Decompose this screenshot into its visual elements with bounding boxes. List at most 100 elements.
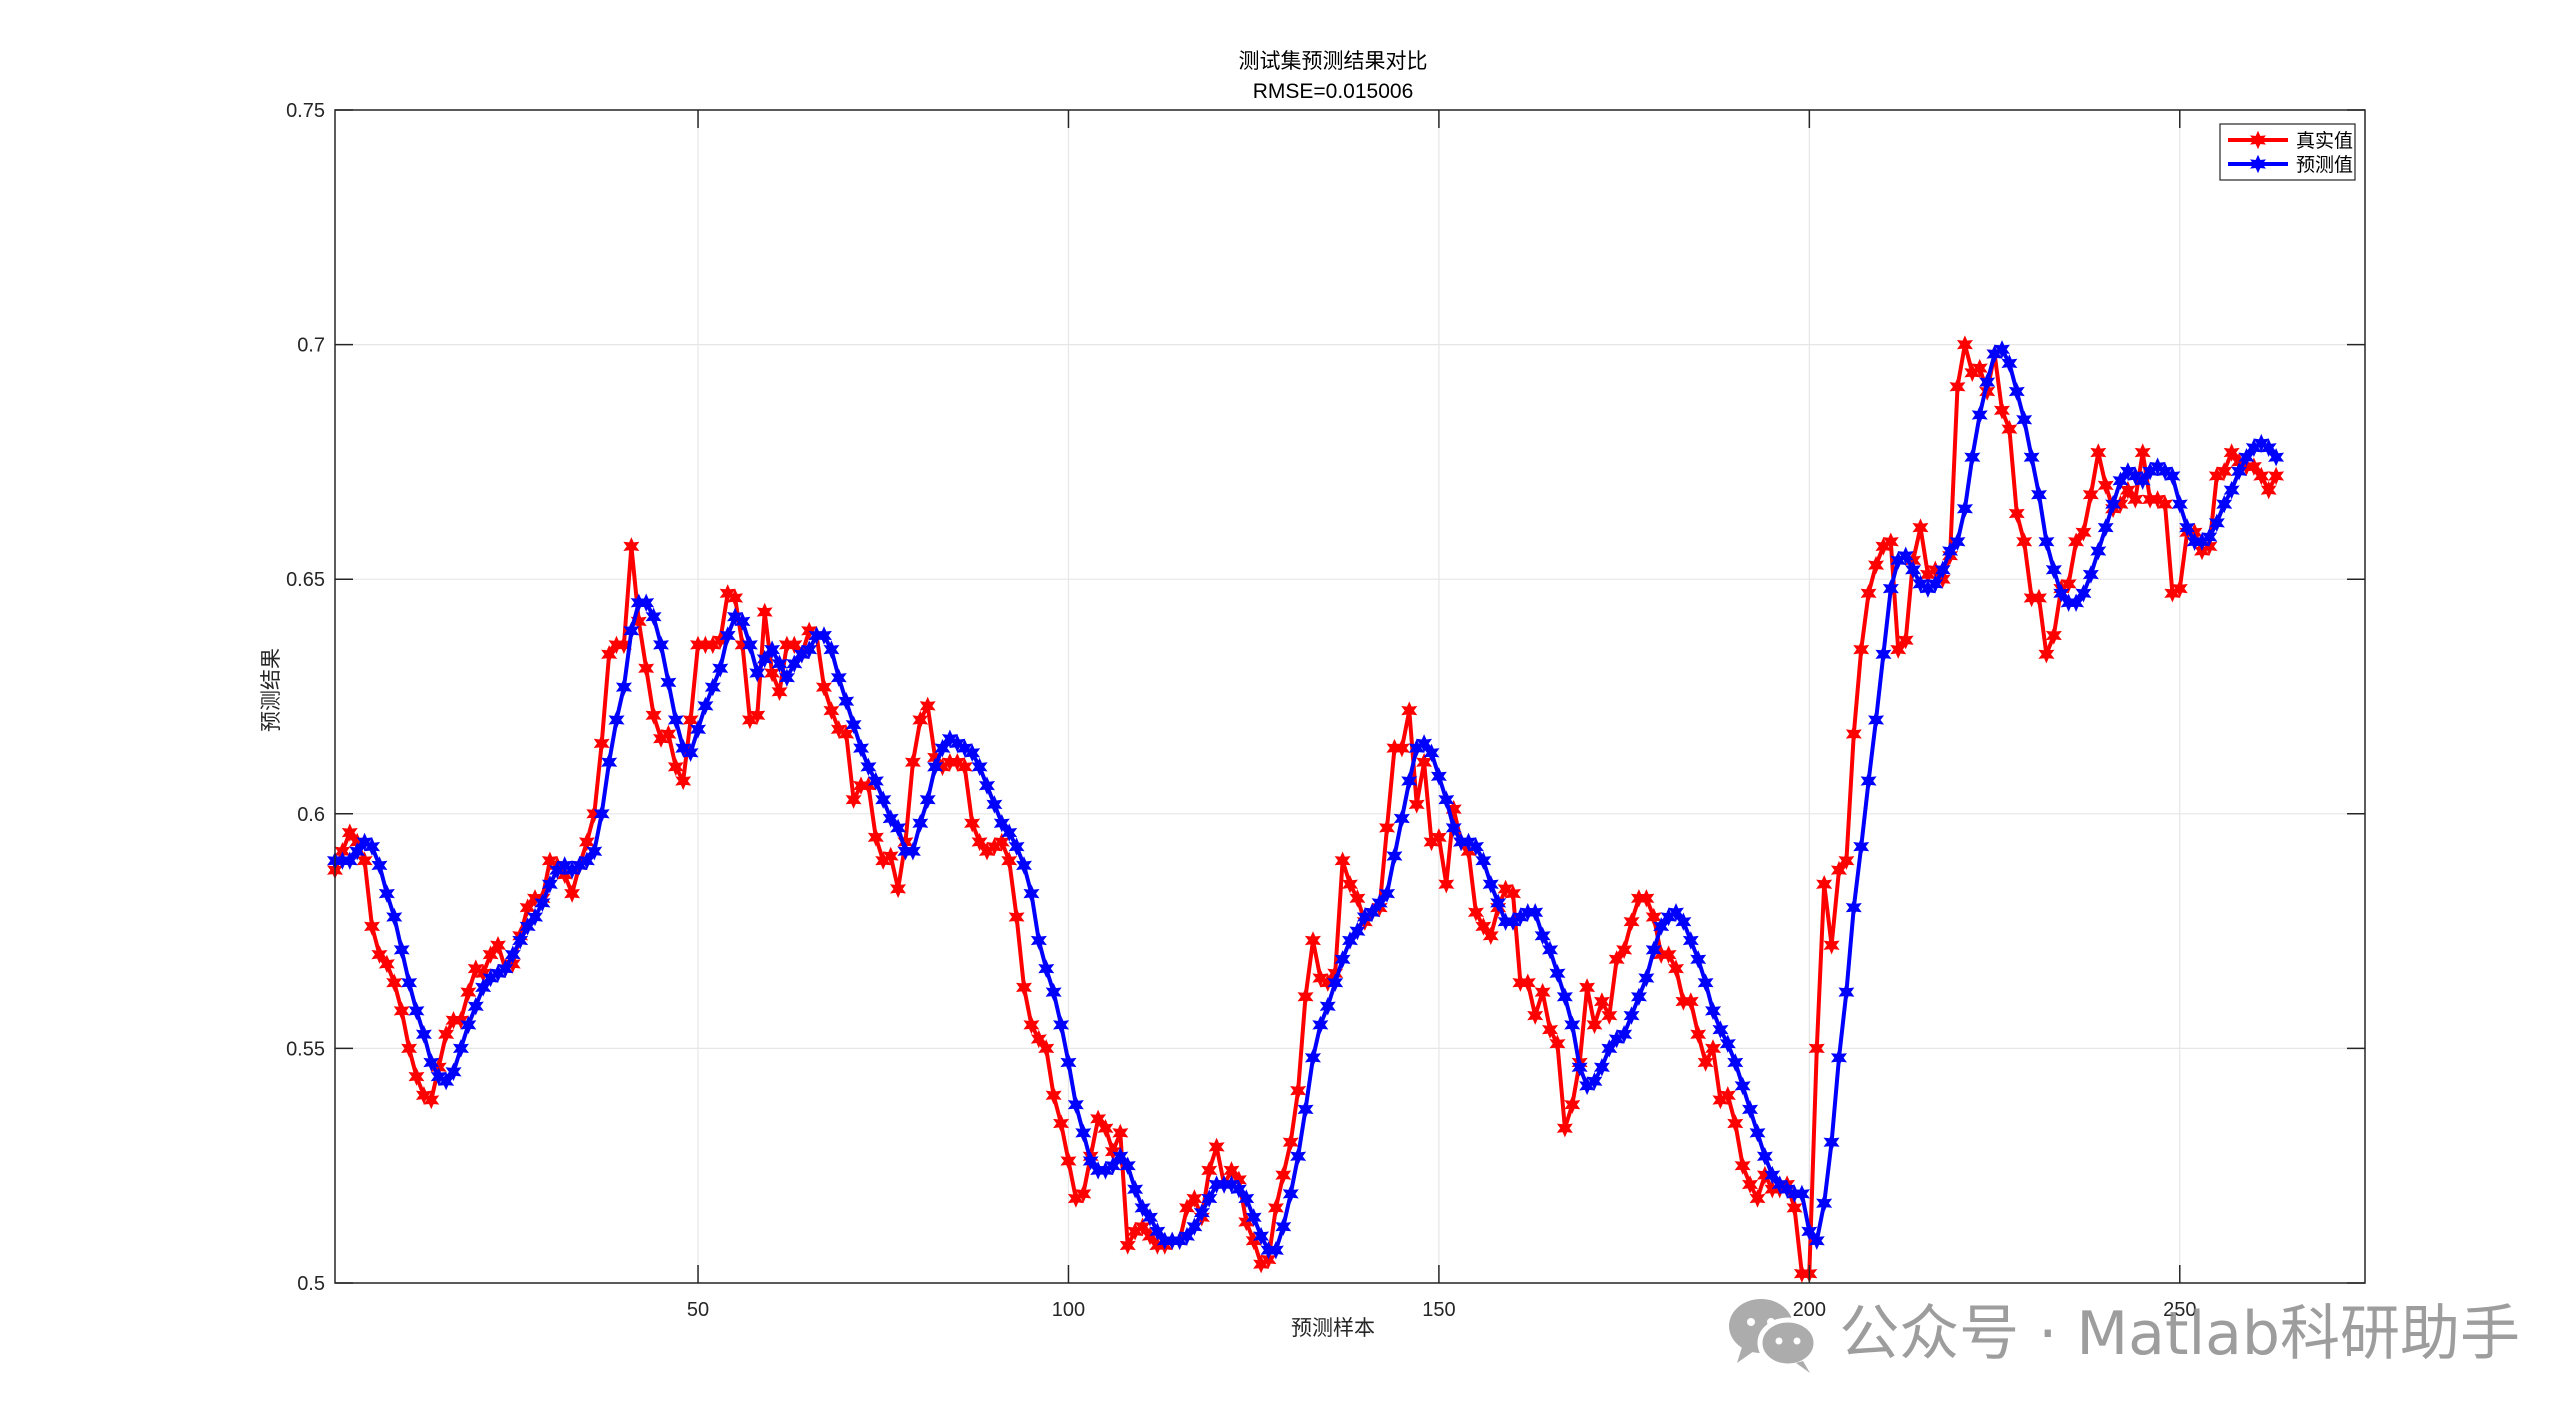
data-point: [1934, 560, 1951, 580]
data-point: [1290, 1147, 1307, 1166]
data-point: [578, 832, 595, 852]
data-point: [1638, 889, 1655, 908]
data-point: [1201, 1161, 1218, 1180]
data-point: [882, 846, 899, 866]
data-point: [1741, 1175, 1759, 1194]
data-point: [467, 996, 484, 1016]
data-point: [1045, 982, 1062, 1002]
data-point: [1668, 903, 1684, 922]
data-point: [2119, 462, 2136, 481]
data-point: [1749, 1189, 1766, 1208]
data-point: [964, 813, 981, 833]
data-point: [1719, 1034, 1736, 1053]
data-point: [971, 832, 988, 852]
data-point: [1112, 1147, 1129, 1166]
data-point: [415, 1025, 432, 1044]
data-point: [393, 1001, 410, 1021]
data-point: [1334, 851, 1351, 870]
data-point: [1245, 1208, 1262, 1227]
data-point: [504, 954, 521, 974]
data-point: [586, 842, 603, 861]
data-point: [1645, 940, 1662, 960]
data-point: [1549, 964, 1566, 983]
data-point: [1964, 447, 1981, 467]
tick-layer: 50 100 150 200 250 0.5 0.55 0.6 0.65 0.7 0.75: [286, 100, 2365, 1321]
data-point: [1675, 912, 1692, 931]
data-point: [1697, 973, 1714, 992]
data-point: [371, 945, 388, 964]
data-point: [1075, 1184, 1092, 1204]
data-point: [490, 935, 506, 955]
data-point: [2038, 532, 2055, 551]
data-point: [2001, 354, 2018, 373]
data-point: [1193, 1203, 1210, 1222]
data-point: [734, 612, 751, 631]
data-point: [371, 856, 388, 875]
data-point: [1475, 851, 1492, 870]
data-point: [1460, 832, 1477, 852]
data-point: [1971, 405, 1988, 425]
data-point: [1112, 1123, 1129, 1143]
data-point: [1793, 1184, 1811, 1204]
watermark: 公众号 · Matlab科研助手: [1723, 1293, 2520, 1375]
data-point: [527, 907, 544, 927]
data-point: [1993, 401, 2010, 420]
data-point: [1734, 1156, 1751, 1175]
data-point: [1853, 640, 1870, 659]
data-point: [2134, 443, 2151, 462]
data-point: [971, 757, 988, 777]
data-point: [1467, 903, 1485, 922]
data-point: [423, 1053, 440, 1072]
data-point: [956, 757, 973, 777]
data-point: [2171, 494, 2188, 514]
data-point: [2268, 466, 2285, 486]
data-point: [1275, 1165, 1292, 1185]
data-point: [1934, 569, 1951, 589]
data-point: [1393, 738, 1410, 758]
data-point: [497, 959, 514, 978]
data-point: [1801, 1222, 1818, 1241]
data-point: [1379, 818, 1396, 838]
data-point: [1727, 1053, 1744, 1072]
data-point: [534, 893, 551, 913]
data-point: [423, 1090, 440, 1110]
data-point: [1875, 645, 1892, 664]
y-axis-label: 预测结果: [260, 648, 283, 732]
data-point: [615, 677, 633, 697]
legend-label: 预测值: [2296, 154, 2353, 176]
data-point: [401, 1039, 418, 1058]
data-point: [1771, 1175, 1788, 1194]
data-point: [690, 720, 707, 739]
data-point: [364, 917, 381, 936]
data-point: [341, 823, 358, 842]
data-point: [1705, 1039, 1722, 1058]
data-point: [452, 1010, 470, 1030]
y-tick-label: 0.5: [297, 1273, 325, 1295]
data-point: [1660, 945, 1677, 964]
data-point: [1127, 1179, 1144, 1199]
data-point: [1993, 340, 2010, 359]
data-point: [460, 1015, 477, 1035]
data-point: [1475, 917, 1492, 936]
data-point: [1223, 1175, 1240, 1194]
data-point: [1779, 1179, 1796, 1199]
data-point: [1564, 1015, 1581, 1035]
data-point: [749, 663, 766, 683]
data-point: [1090, 1109, 1107, 1129]
data-point: [1808, 1039, 1825, 1058]
data-point: [645, 607, 662, 626]
data-point: [1141, 1208, 1158, 1227]
data-point: [1334, 950, 1351, 969]
data-point: [356, 832, 373, 852]
data-point: [1845, 898, 1862, 917]
data-point: [1312, 1015, 1329, 1035]
data-point: [756, 602, 773, 622]
data-point: [1971, 358, 1988, 378]
data-point: [1267, 1198, 1284, 1218]
data-point: [1519, 973, 1536, 992]
data-point: [408, 1067, 425, 1086]
data-point: [764, 640, 781, 659]
data-point: [919, 696, 936, 716]
data-point: [1282, 1184, 1299, 1204]
data-point: [726, 607, 744, 626]
